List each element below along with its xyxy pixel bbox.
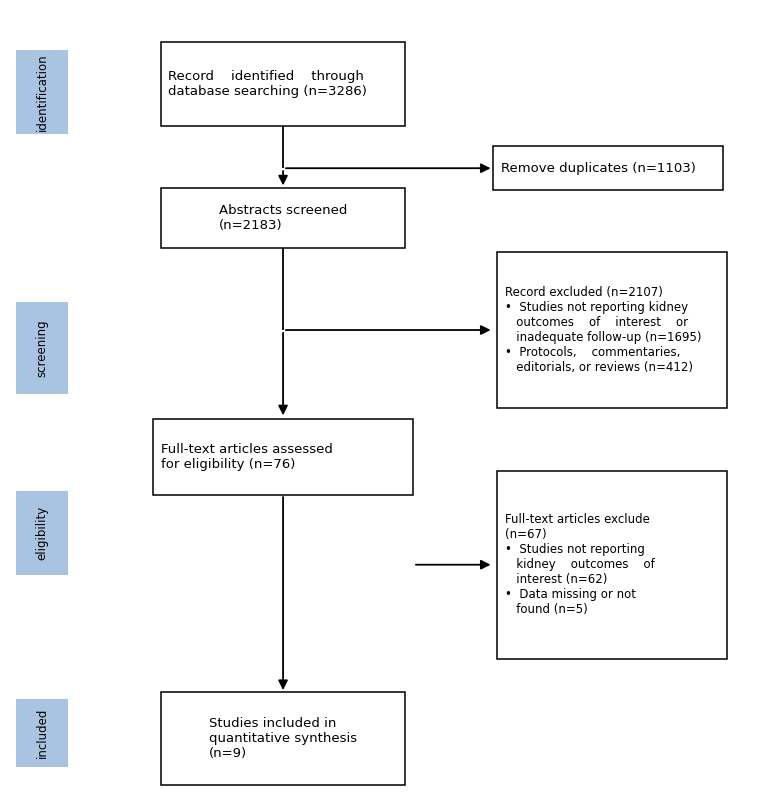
FancyBboxPatch shape — [497, 471, 727, 658]
Text: Remove duplicates (n=1103): Remove duplicates (n=1103) — [501, 162, 696, 175]
Text: Full-text articles exclude
(n=67)
•  Studies not reporting
   kidney    outcomes: Full-text articles exclude (n=67) • Stud… — [505, 513, 655, 616]
Text: Studies included in
quantitative synthesis
(n=9): Studies included in quantitative synthes… — [209, 717, 357, 760]
FancyBboxPatch shape — [161, 188, 405, 248]
FancyBboxPatch shape — [153, 418, 413, 494]
FancyBboxPatch shape — [16, 50, 68, 134]
Text: screening: screening — [36, 320, 48, 377]
FancyBboxPatch shape — [161, 42, 405, 126]
Text: identification: identification — [36, 54, 48, 131]
FancyBboxPatch shape — [497, 252, 727, 409]
Text: included: included — [36, 708, 48, 758]
FancyBboxPatch shape — [16, 303, 68, 395]
Text: Record excluded (n=2107)
•  Studies not reporting kidney
   outcomes    of    in: Record excluded (n=2107) • Studies not r… — [505, 286, 702, 374]
FancyBboxPatch shape — [16, 698, 68, 767]
FancyBboxPatch shape — [493, 146, 723, 190]
FancyBboxPatch shape — [16, 490, 68, 575]
Text: Record    identified    through
database searching (n=3286): Record identified through database searc… — [168, 70, 367, 98]
Text: eligibility: eligibility — [36, 505, 48, 560]
Text: Full-text articles assessed
for eligibility (n=76): Full-text articles assessed for eligibil… — [161, 443, 333, 470]
Text: Abstracts screened
(n=2183): Abstracts screened (n=2183) — [219, 204, 347, 231]
FancyBboxPatch shape — [161, 692, 405, 785]
